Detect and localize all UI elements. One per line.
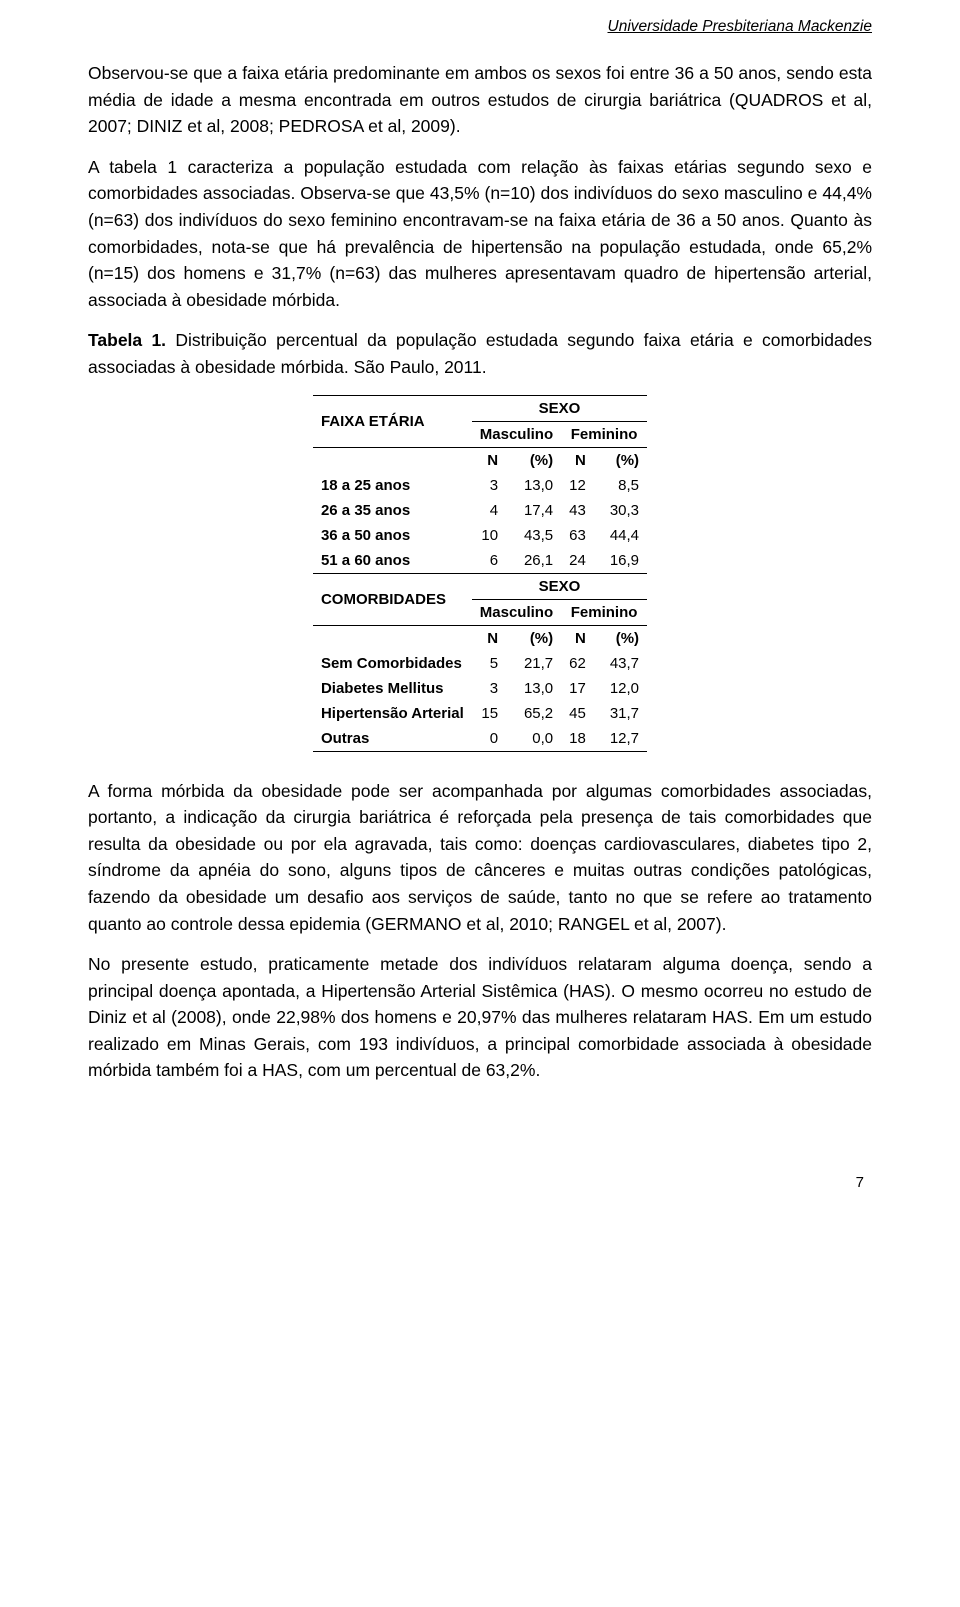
cell-mp: 65,2	[514, 701, 561, 726]
cell-fp: 12,0	[602, 676, 647, 701]
cell-mn: 15	[472, 701, 514, 726]
cell-mn: 10	[472, 523, 514, 548]
row-label: 18 a 25 anos	[313, 473, 472, 498]
cell-mp: 0,0	[514, 726, 561, 752]
subhead-n-m1: N	[472, 447, 514, 473]
cell-mn: 3	[472, 676, 514, 701]
col-feminino-1: Feminino	[561, 421, 647, 447]
paragraph-1: Observou-se que a faixa etária predomina…	[88, 60, 872, 140]
paragraph-4: No presente estudo, praticamente metade …	[88, 951, 872, 1084]
cell-mp: 13,0	[514, 473, 561, 498]
cell-fp: 43,7	[602, 651, 647, 676]
paragraph-3: A forma mórbida da obesidade pode ser ac…	[88, 778, 872, 938]
row-label: 26 a 35 anos	[313, 498, 472, 523]
col-masculino-1: Masculino	[472, 421, 561, 447]
row-label: Outras	[313, 726, 472, 752]
section-title-age: FAIXA ETÁRIA	[313, 395, 472, 447]
cell-mp: 21,7	[514, 651, 561, 676]
table-row: 36 a 50 anos1043,56344,4	[313, 523, 647, 548]
cell-fn: 24	[561, 548, 602, 574]
cell-fn: 62	[561, 651, 602, 676]
cell-fn: 18	[561, 726, 602, 752]
cell-fn: 12	[561, 473, 602, 498]
cell-mn: 3	[472, 473, 514, 498]
cell-mn: 0	[472, 726, 514, 752]
subhead-pct-f2: (%)	[602, 625, 647, 651]
group-header-sexo-1: SEXO	[472, 395, 647, 421]
row-label: 36 a 50 anos	[313, 523, 472, 548]
page-header-institution: Universidade Presbiteriana Mackenzie	[88, 18, 872, 36]
row-label: 51 a 60 anos	[313, 548, 472, 574]
cell-fp: 16,9	[602, 548, 647, 574]
cell-fp: 12,7	[602, 726, 647, 752]
subhead-n-f1: N	[561, 447, 602, 473]
table-row: Sem Comorbidades521,76243,7	[313, 651, 647, 676]
subhead-pct-m2: (%)	[514, 625, 561, 651]
table-row: 26 a 35 anos417,44330,3	[313, 498, 647, 523]
table-row: 51 a 60 anos626,12416,9	[313, 548, 647, 574]
cell-fp: 30,3	[602, 498, 647, 523]
cell-mp: 26,1	[514, 548, 561, 574]
cell-fn: 17	[561, 676, 602, 701]
table-row: Outras00,01812,7	[313, 726, 647, 752]
cell-mn: 4	[472, 498, 514, 523]
cell-mp: 17,4	[514, 498, 561, 523]
cell-fp: 44,4	[602, 523, 647, 548]
table-row: 18 a 25 anos313,0128,5	[313, 473, 647, 498]
row-label: Sem Comorbidades	[313, 651, 472, 676]
cell-mn: 6	[472, 548, 514, 574]
subhead-pct-f1: (%)	[602, 447, 647, 473]
cell-fn: 43	[561, 498, 602, 523]
subhead-pct-m1: (%)	[514, 447, 561, 473]
cell-fp: 8,5	[602, 473, 647, 498]
data-table: FAIXA ETÁRIA SEXO Masculino Feminino N (…	[313, 395, 647, 752]
section-title-comorbidities: COMORBIDADES	[313, 573, 472, 625]
table-row: Diabetes Mellitus313,01712,0	[313, 676, 647, 701]
cell-fn: 45	[561, 701, 602, 726]
table-caption-text: Distribuição percentual da população est…	[88, 330, 872, 377]
subhead-n-f2: N	[561, 625, 602, 651]
row-label: Diabetes Mellitus	[313, 676, 472, 701]
cell-fp: 31,7	[602, 701, 647, 726]
paragraph-2: A tabela 1 caracteriza a população estud…	[88, 154, 872, 314]
row-label: Hipertensão Arterial	[313, 701, 472, 726]
table-caption-label: Tabela 1.	[88, 330, 166, 350]
col-feminino-2: Feminino	[561, 599, 647, 625]
subhead-n-m2: N	[472, 625, 514, 651]
table-row: Hipertensão Arterial1565,24531,7	[313, 701, 647, 726]
cell-fn: 63	[561, 523, 602, 548]
group-header-sexo-2: SEXO	[472, 573, 647, 599]
col-masculino-2: Masculino	[472, 599, 561, 625]
cell-mp: 13,0	[514, 676, 561, 701]
cell-mp: 43,5	[514, 523, 561, 548]
table-caption: Tabela 1. Distribuição percentual da pop…	[88, 327, 872, 380]
page-number: 7	[88, 1174, 872, 1191]
cell-mn: 5	[472, 651, 514, 676]
